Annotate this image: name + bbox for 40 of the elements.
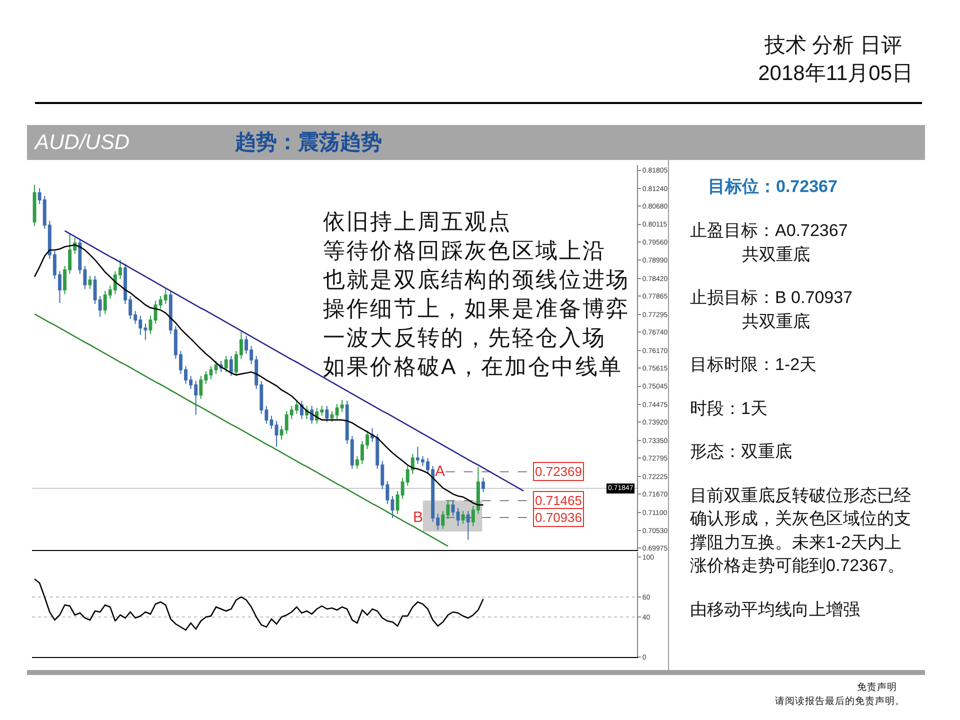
chart-subtitle: 趋势：震荡趋势 <box>235 130 382 155</box>
text: 目标位：0.72367 <box>708 176 838 198</box>
candlestick <box>461 510 465 524</box>
candlestick <box>229 356 233 376</box>
candlestick <box>32 184 36 227</box>
text: 止盈目标：A0.72367 共双重底 <box>690 220 849 266</box>
text: 止损目标：B 0.70937 共双重底 <box>690 287 854 332</box>
text: 技术 分析 日评 <box>764 33 902 58</box>
annotation: 如果价格破A，在加仓中线单 <box>323 353 622 381</box>
text: 免责声明 <box>857 682 897 694</box>
text: 目标时限：1-2天 <box>690 354 818 376</box>
annotation: A <box>435 463 446 481</box>
ref-line-label: 0.72369 <box>535 464 582 479</box>
candlestick <box>481 477 485 492</box>
candlestick <box>325 405 329 422</box>
annotation: 等待价格回踩灰色区域上沿 <box>323 237 606 265</box>
candlestick <box>148 315 152 335</box>
candlestick <box>224 356 228 373</box>
candlestick <box>451 500 455 516</box>
candlestick <box>88 275 92 290</box>
line-series <box>34 578 484 631</box>
annotation: 依旧持上周五观点 <box>323 208 512 236</box>
candlestick <box>466 510 470 540</box>
text: 请阅读报告最后的免责声明。 <box>775 696 905 708</box>
annotation: 操作细节上，如果是准备博弈 <box>323 295 630 323</box>
chart-title: AUD/USD <box>35 130 130 155</box>
text: 由移动平均线向上增强 <box>690 598 861 620</box>
text: 时段：1天 <box>690 398 768 420</box>
candlestick <box>214 360 218 374</box>
ref-line-label: 0.70936 <box>535 510 582 525</box>
candlestick <box>456 507 460 527</box>
text: 形态：双重底 <box>690 441 793 463</box>
text: 2018年11月05日 <box>758 61 913 86</box>
annotation: 也就是双底结构的颈线位进场 <box>323 266 630 294</box>
text: 目前双重底反转破位形态已经确认形成，关灰色区域位的支撑阻力互换。未来1-2天内上涨价格走势可能到0.72367。 <box>690 484 912 577</box>
ref-line-label: 0.71465 <box>535 493 582 508</box>
candlestick <box>330 410 334 422</box>
annotation: B <box>413 509 424 526</box>
annotation: 一波大反转的，先轻仓入场 <box>323 324 606 352</box>
candlestick <box>274 420 278 448</box>
